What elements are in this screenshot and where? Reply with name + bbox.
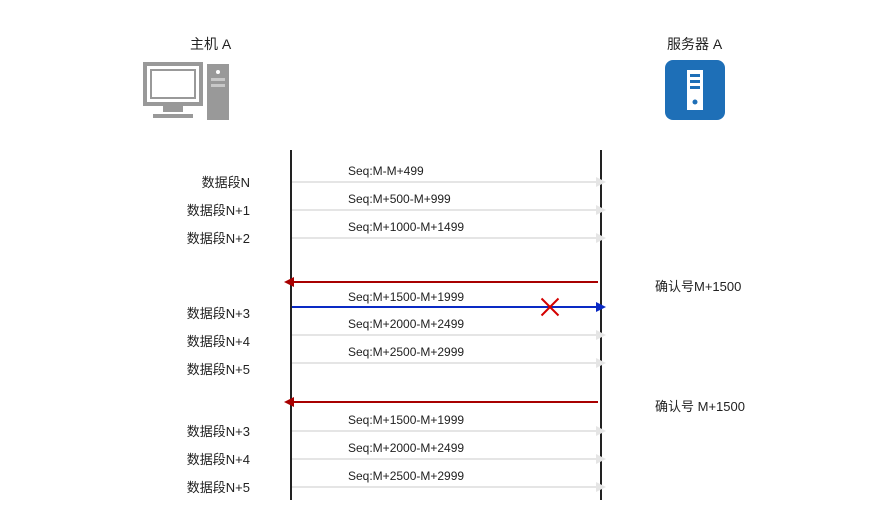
segment-label: 数据段N+3 (120, 421, 250, 440)
host-timeline (290, 150, 292, 500)
server-timeline (600, 150, 602, 500)
segment-label: 数据段N+4 (120, 331, 250, 350)
server-icon (663, 58, 727, 127)
seq-label: Seq:M+2500-M+2999 (348, 469, 464, 483)
segment-label: 数据段N+5 (120, 359, 250, 378)
segment-label: 数据段N+2 (120, 228, 250, 247)
seq-label: Seq:M+2500-M+2999 (348, 345, 464, 359)
seq-label: Seq:M+1500-M+1999 (348, 413, 464, 427)
lost-cross-icon (540, 297, 560, 317)
seq-label: Seq:M-M+499 (348, 164, 424, 178)
seq-label: Seq:M+2000-M+2499 (348, 317, 464, 331)
host-icon (143, 58, 233, 133)
segment-label: 数据段N+1 (120, 200, 250, 219)
seq-label: Seq:M+500-M+999 (348, 192, 451, 206)
segment-label: 数据段N+5 (120, 477, 250, 496)
seq-label: Seq:M+2000-M+2499 (348, 441, 464, 455)
ack-label: 确认号M+1500 (655, 276, 741, 295)
segment-label: 数据段N+4 (120, 449, 250, 468)
server-label: 服务器 A (667, 34, 722, 54)
ack-label: 确认号 M+1500 (655, 396, 745, 415)
tcp-retransmission-diagram: 主机 A 服务器 A 数据段N数据段N+1数据段N+2数据段N+3数 (0, 0, 870, 516)
seq-label: Seq:M+1500-M+1999 (348, 290, 464, 304)
segment-label: 数据段N (120, 172, 250, 191)
host-label: 主机 A (190, 34, 231, 54)
segment-label: 数据段N+3 (120, 303, 250, 322)
seq-label: Seq:M+1000-M+1499 (348, 220, 464, 234)
